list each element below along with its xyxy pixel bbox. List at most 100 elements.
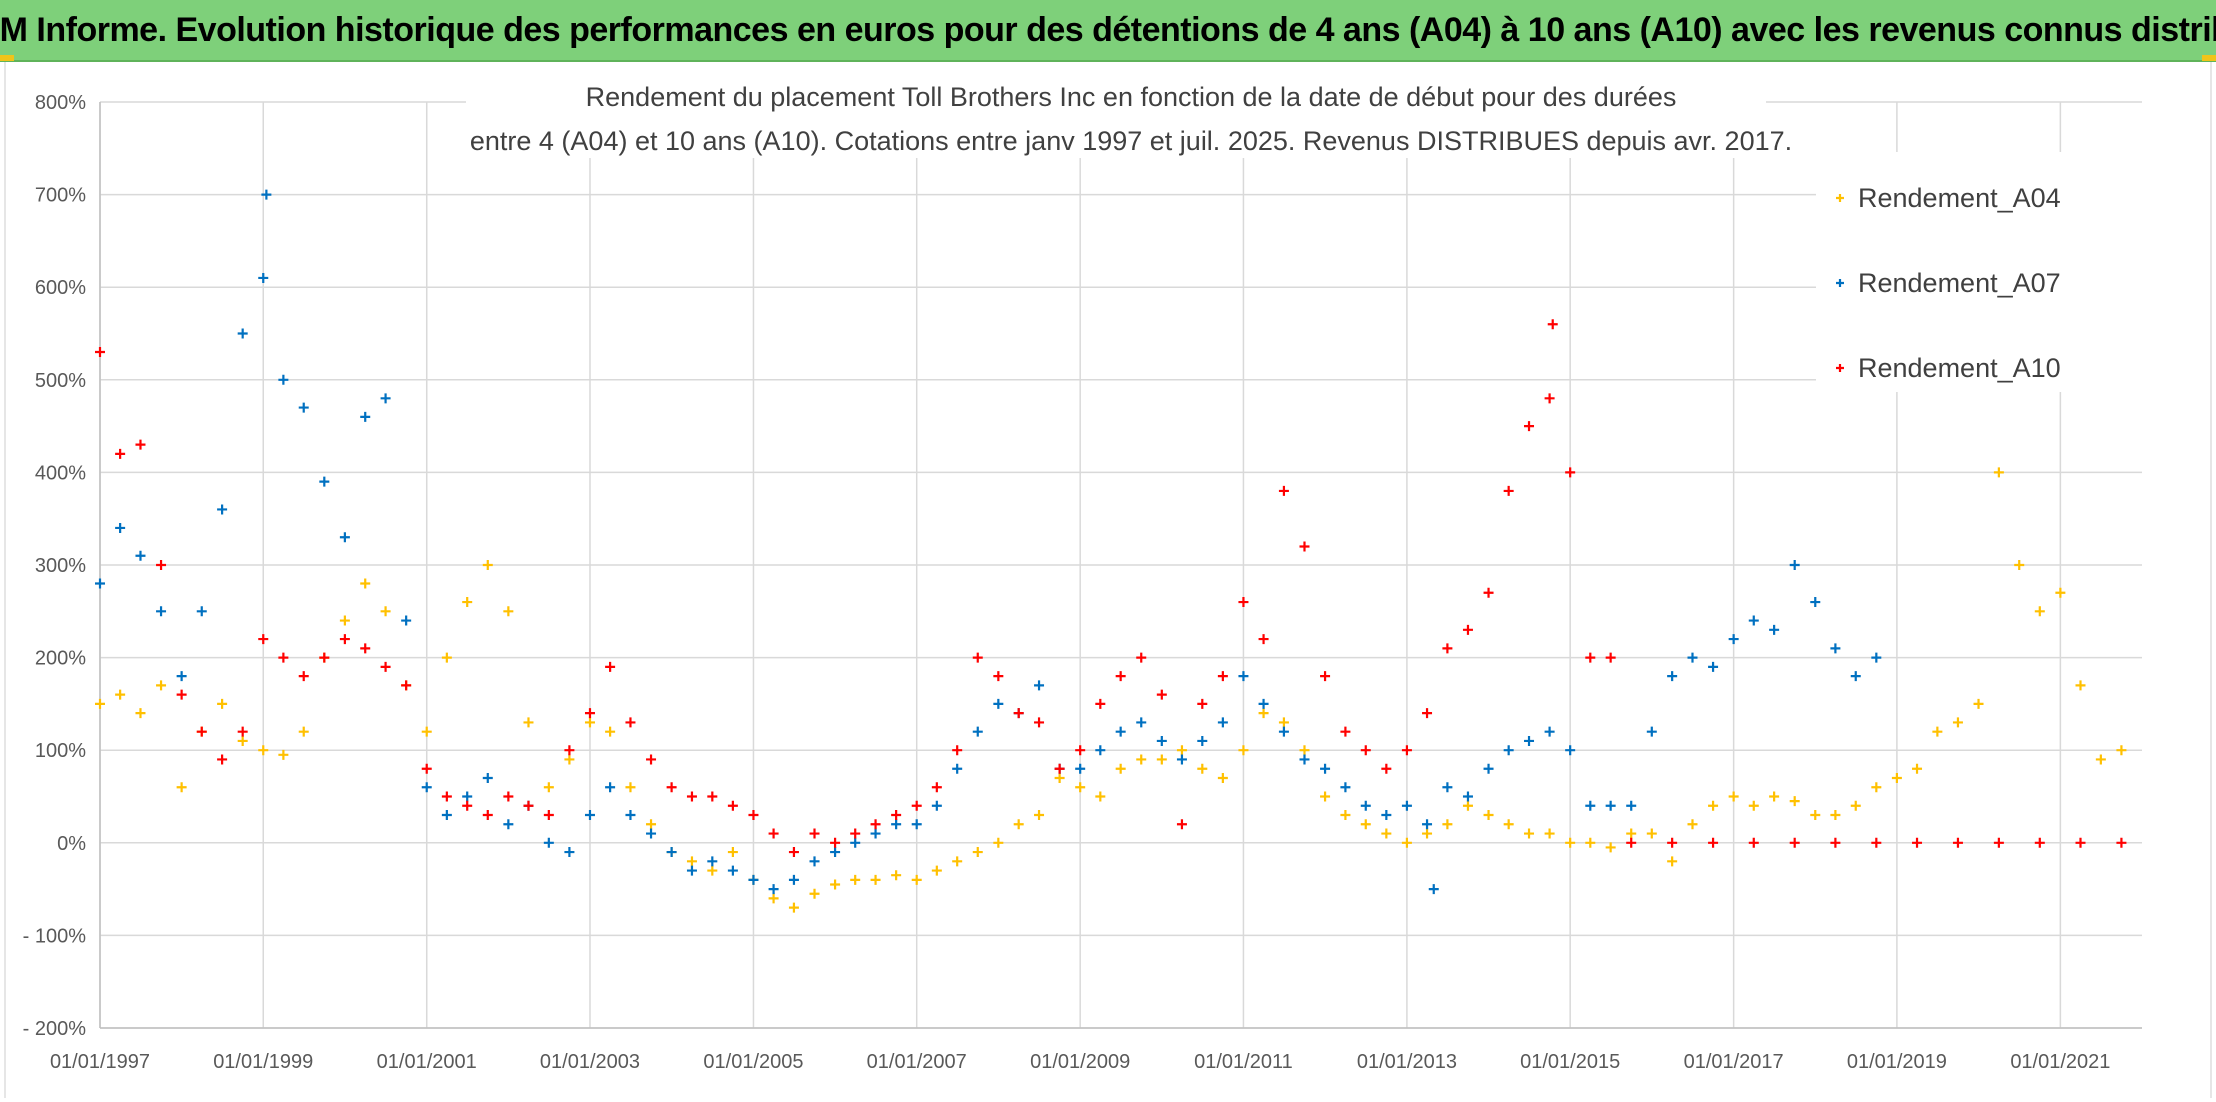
data-point [1605,842,1616,853]
data-point [972,726,983,737]
data-point [1544,393,1555,404]
data-point [1585,837,1596,848]
data-point [584,708,595,719]
data-point [1095,791,1106,802]
data-point [2116,837,2127,848]
data-point [278,374,289,385]
data-point [298,726,309,737]
data-point [176,782,187,793]
data-point [686,865,697,876]
data-point [1115,726,1126,737]
data-point [1428,884,1439,895]
data-point [1565,745,1576,756]
data-point [1381,763,1392,774]
data-point [1217,772,1228,783]
data-point [891,819,902,830]
x-tick-label: 01/01/2011 [1194,1051,1293,1073]
legend-marker [1836,279,1844,287]
data-point [217,504,228,515]
data-point [278,749,289,760]
data-point [482,810,493,821]
data-point [2116,745,2127,756]
data-point [462,597,473,608]
data-point [237,328,248,339]
data-point [727,847,738,858]
data-point [1360,819,1371,830]
data-point [931,782,942,793]
data-point [339,532,350,543]
data-point [870,874,881,885]
data-point [809,888,820,899]
data-point [1095,745,1106,756]
data-point [1340,726,1351,737]
x-tick-label: 01/01/1997 [50,1051,150,1073]
data-point [952,745,963,756]
data-point [523,717,534,728]
data-point [707,791,718,802]
data-point [666,847,677,858]
title-background [466,70,1766,158]
x-tick-label: 01/01/2003 [540,1051,640,1073]
data-point [258,272,269,283]
legend-label: Rendement_A10 [1858,353,2061,383]
data-point [1422,828,1433,839]
data-point [1871,837,1882,848]
data-point [1115,671,1126,682]
data-point [1054,763,1065,774]
chart-area: 800% 700% 600% 500% 400% 300% 200% 100% 0% - 100%… [4,62,2212,1098]
data-point [727,800,738,811]
data-point [646,828,657,839]
data-point [1299,541,1310,552]
data-point [952,856,963,867]
x-tick-label: 01/01/1999 [213,1051,313,1073]
data-point [1708,800,1719,811]
data-point [727,865,738,876]
data-point [1258,708,1269,719]
data-point [1626,837,1637,848]
data-point [1973,698,1984,709]
data-point [1912,837,1923,848]
data-point [217,754,228,765]
data-point [1075,745,1086,756]
x-tick-label: 01/01/2017 [1684,1051,1784,1073]
data-point [1156,735,1167,746]
data-point [1667,671,1678,682]
corner-accent-left [0,55,14,61]
data-point [1462,624,1473,635]
data-point [1401,745,1412,756]
data-point [1034,810,1045,821]
corner-accent-right [2202,55,2216,61]
data-point [1238,671,1249,682]
data-point [1299,745,1310,756]
data-point [360,643,371,654]
data-point [788,847,799,858]
data-point [1524,828,1535,839]
data-point [666,782,677,793]
data-point [95,347,105,358]
y-tick-label: 300% [35,555,86,577]
data-point [95,578,105,589]
y-tick-label: - 200% [23,1018,87,1040]
data-point [1830,837,1841,848]
data-point [1932,726,1943,737]
data-point [1544,726,1555,737]
data-point [1993,837,2004,848]
title-banner: ADAM Informe. Evolution historique des p… [0,0,2216,62]
data-point [870,828,881,839]
data-point [1258,698,1269,709]
data-point [462,800,473,811]
data-point [1830,810,1841,821]
data-point [237,735,248,746]
data-point [95,698,105,709]
data-point [156,680,167,691]
data-point [1340,810,1351,821]
series-Rendement_A04 [95,161,2127,913]
data-point [258,745,269,756]
data-point [1238,597,1249,608]
data-point [1401,800,1412,811]
data-point [217,698,228,709]
data-point [1789,837,1800,848]
data-point [523,800,534,811]
data-point [360,411,371,422]
data-point [911,800,922,811]
